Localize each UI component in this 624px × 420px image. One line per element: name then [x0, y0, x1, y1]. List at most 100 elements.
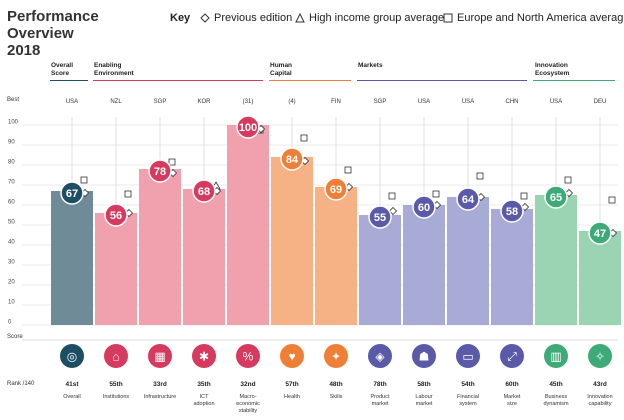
best-performer: DEU: [594, 99, 607, 105]
score-circle: [324, 177, 348, 201]
europe-marker: [608, 196, 616, 204]
y-tick-label: 0: [8, 320, 12, 326]
score-circle: [456, 187, 480, 211]
category-label: Infrastructure: [144, 394, 176, 400]
score-circle: [544, 185, 568, 209]
europe-marker: [300, 134, 308, 142]
category-label: dynamism: [543, 401, 568, 407]
y-tick-label: 80: [8, 160, 15, 166]
key-europe: Europe and North America average: [443, 12, 624, 24]
category-label: adoption: [193, 401, 214, 407]
people-icon-glyph: ☗: [419, 350, 430, 364]
rank-value: 35th: [197, 381, 210, 388]
chip-icon-glyph: ✱: [199, 350, 209, 364]
people-icon: [412, 344, 436, 368]
score-label: Score: [7, 334, 23, 340]
tag-icon-glyph: ◈: [375, 350, 385, 364]
y-tick-label: 50: [8, 220, 15, 226]
category-label: capability: [589, 401, 612, 407]
card-icon-glyph: ▭: [462, 350, 473, 364]
best-performer: USA: [462, 99, 474, 105]
europe-marker: [520, 192, 528, 200]
bar-health: [271, 157, 313, 325]
group-line-innovation: [533, 80, 615, 81]
size-icon: [500, 344, 524, 368]
score-circle: [104, 203, 128, 227]
score-value: 67: [66, 188, 78, 200]
bulb-icon: [588, 344, 612, 368]
europe-marker: [80, 176, 88, 184]
best-performer: SGP: [374, 99, 387, 105]
card-icon: [456, 344, 480, 368]
rank-value: 32nd: [240, 381, 255, 388]
score-circle: [148, 159, 172, 183]
group-line-enabling: [93, 80, 263, 81]
rank-value: 48th: [329, 381, 342, 388]
score-value: 56: [110, 210, 122, 222]
europe-marker: [564, 176, 572, 184]
best-performer: (31): [243, 99, 254, 105]
y-tick-label: 70: [8, 180, 15, 186]
europe-marker: [344, 166, 352, 174]
rank-value: 57th: [285, 381, 298, 388]
y-tick-label: 20: [8, 280, 15, 286]
y-tick-label: 40: [8, 240, 15, 246]
category-label: Macro-: [239, 394, 256, 400]
best-performer: (4): [288, 99, 295, 105]
score-circle: [60, 181, 84, 205]
tag-icon: [368, 344, 392, 368]
score-value: 100: [239, 122, 257, 134]
previous-marker: [388, 206, 398, 216]
road-icon: [148, 344, 172, 368]
square-icon: [443, 13, 453, 23]
bar-institutions: [95, 213, 137, 325]
page-title: Performance Overview 2018: [7, 8, 99, 59]
europe-marker: [124, 190, 132, 198]
category-label: Financial: [457, 394, 479, 400]
skills-icon-glyph: ✦: [331, 350, 341, 364]
europe-marker: [168, 158, 176, 166]
triangle-icon: [295, 13, 305, 23]
score-circle: [368, 205, 392, 229]
rank-value: 78th: [373, 381, 386, 388]
bar-business-dynamism: [535, 195, 577, 325]
score-value: 65: [550, 192, 562, 204]
bar-product-market: [359, 215, 401, 325]
category-label: system: [459, 401, 477, 407]
heart-icon-glyph: ♥: [288, 350, 295, 364]
rank-value: 45th: [549, 381, 562, 388]
business-icon-glyph: ▥: [550, 350, 561, 364]
score-value: 64: [462, 194, 475, 206]
road-icon-glyph: ▦: [154, 350, 165, 364]
building-icon: [104, 344, 128, 368]
group-enabling: Enabling Environment: [94, 62, 134, 77]
best-performer: CHN: [506, 99, 519, 105]
category-label: Institutions: [103, 394, 130, 400]
best-performer: SGP: [154, 99, 167, 105]
score-value: 84: [286, 154, 299, 166]
score-circle: [236, 115, 260, 139]
building-icon-glyph: ⌂: [112, 350, 119, 364]
best-performer: KOR: [197, 99, 211, 105]
key-high-income: High income group average: [295, 12, 444, 24]
key-label: Key: [170, 12, 191, 24]
chip-icon: [192, 344, 216, 368]
y-tick-label: 10: [8, 300, 15, 306]
bar-skills: [315, 187, 357, 325]
best-performer: FIN: [331, 99, 341, 105]
best-performer: USA: [418, 99, 430, 105]
skills-icon: [324, 344, 348, 368]
europe-marker: [388, 192, 396, 200]
category-label: Labour: [415, 394, 432, 400]
best-label: Best: [7, 97, 20, 103]
y-tick-label: 60: [8, 200, 15, 206]
y-tick-label: 90: [8, 140, 15, 146]
bar-financial-system: [447, 197, 489, 325]
bar-labour-market: [403, 205, 445, 325]
size-icon-glyph: ⤢: [506, 350, 517, 364]
best-performer: NZL: [110, 99, 122, 105]
score-value: 78: [154, 166, 166, 178]
score-value: 60: [418, 202, 430, 214]
category-label: Market: [504, 394, 521, 400]
bar-macro-economic-stability: [227, 125, 269, 325]
